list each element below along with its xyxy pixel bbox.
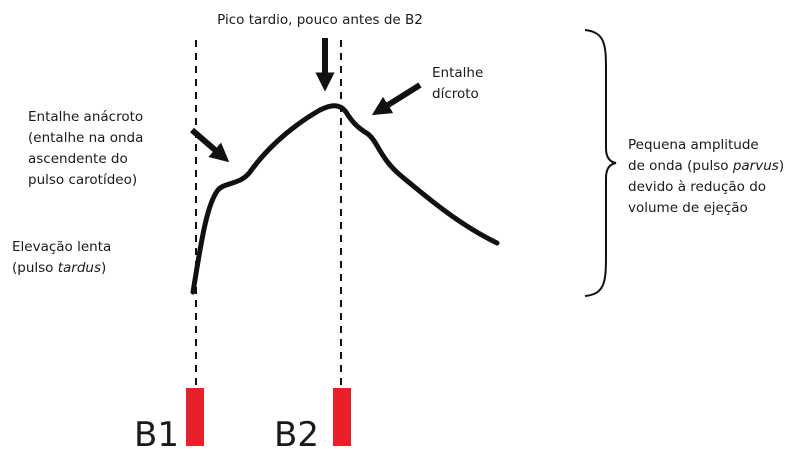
b2-bar [333, 388, 351, 446]
pulse-curve [190, 103, 500, 295]
amplitude-label: devido à redução do [628, 179, 766, 195]
marker-label: B1 [134, 415, 179, 455]
dicrotic-label: Entalhe dícroto [432, 65, 488, 102]
slow-rise-label: Elevação lenta [12, 239, 111, 255]
b1-bar [186, 388, 204, 446]
slow-rise-label: (pulso tardus) [12, 260, 106, 276]
peak-label: Pico tardio, pouco antes de B2 [217, 12, 423, 28]
amplitude-label: Pequena amplitude [628, 137, 759, 153]
anacrotic-label: Entalhe anácroto (entalhe na onda ascend… [28, 109, 148, 188]
marker-label: B2 [274, 415, 319, 455]
amplitude-label: volume de ejeção [628, 200, 748, 216]
bracket [584, 29, 617, 297]
anacrotic-arrow [190, 127, 230, 163]
dicrotic-arrow [371, 82, 422, 116]
amplitude-label: de onda (pulso parvus) [628, 158, 784, 174]
